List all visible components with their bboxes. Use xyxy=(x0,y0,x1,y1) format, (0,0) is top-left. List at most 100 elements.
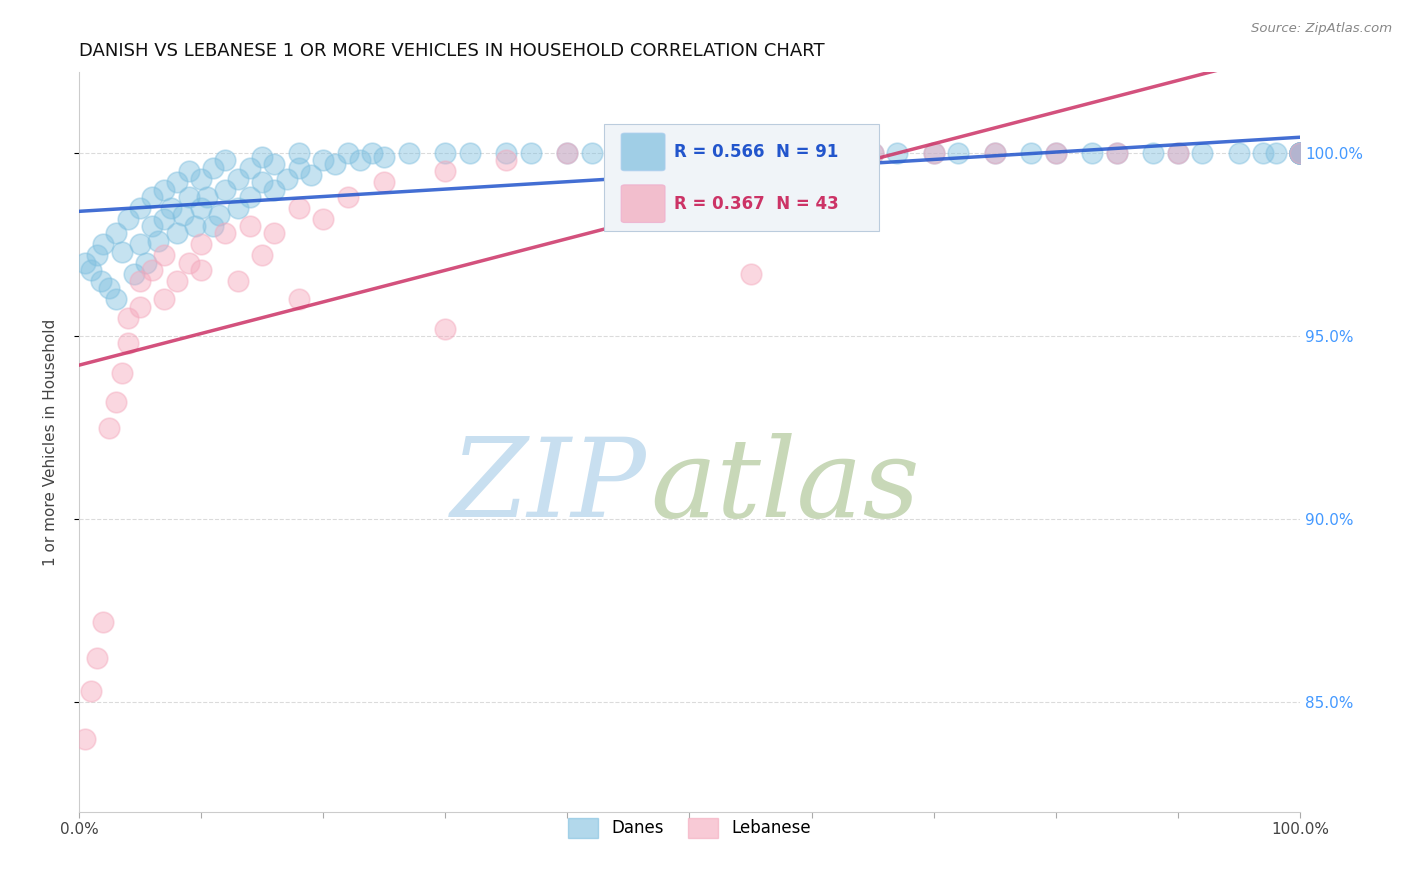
Point xyxy=(141,219,163,234)
Point xyxy=(678,145,700,160)
Point xyxy=(349,153,371,168)
Text: R = 0.367  N = 43: R = 0.367 N = 43 xyxy=(673,194,838,212)
Point xyxy=(1289,145,1312,160)
Point xyxy=(1289,145,1312,160)
Point xyxy=(398,145,420,160)
Point xyxy=(325,157,347,171)
Point xyxy=(214,153,236,168)
Point xyxy=(239,161,262,175)
Text: DANISH VS LEBANESE 1 OR MORE VEHICLES IN HOUSEHOLD CORRELATION CHART: DANISH VS LEBANESE 1 OR MORE VEHICLES IN… xyxy=(79,42,824,60)
FancyBboxPatch shape xyxy=(621,133,665,170)
Point xyxy=(80,684,103,698)
Point xyxy=(190,201,212,215)
Point xyxy=(104,293,127,307)
Point xyxy=(226,274,249,288)
Point xyxy=(159,201,181,215)
Point xyxy=(1289,145,1312,160)
Point xyxy=(208,208,231,222)
Point xyxy=(1289,145,1312,160)
Point xyxy=(495,153,517,168)
Point xyxy=(177,190,200,204)
FancyBboxPatch shape xyxy=(605,124,879,231)
Point xyxy=(239,190,262,204)
Text: atlas: atlas xyxy=(651,433,920,541)
Point xyxy=(135,256,157,270)
Point xyxy=(129,237,152,252)
Point xyxy=(214,183,236,197)
Point xyxy=(336,190,359,204)
Point xyxy=(184,219,207,234)
Point xyxy=(153,211,176,226)
Point xyxy=(195,190,218,204)
Point xyxy=(263,183,285,197)
Point xyxy=(202,219,225,234)
Point xyxy=(226,171,249,186)
Y-axis label: 1 or more Vehicles in Household: 1 or more Vehicles in Household xyxy=(44,318,58,566)
Point xyxy=(1045,145,1067,160)
Point xyxy=(1253,145,1275,160)
Point xyxy=(98,281,121,295)
Point xyxy=(287,201,309,215)
Point xyxy=(190,171,212,186)
Point xyxy=(776,145,799,160)
Point xyxy=(93,615,115,629)
Point xyxy=(287,145,309,160)
Point xyxy=(276,171,298,186)
Point xyxy=(581,145,603,160)
Point xyxy=(153,248,176,262)
Point xyxy=(519,145,541,160)
Point xyxy=(73,256,96,270)
Point xyxy=(177,164,200,178)
Point xyxy=(129,201,152,215)
Point xyxy=(250,150,273,164)
Point xyxy=(862,145,884,160)
Point xyxy=(129,274,152,288)
Point xyxy=(214,227,236,241)
Point xyxy=(111,366,134,380)
Point xyxy=(1167,145,1189,160)
Text: ZIP: ZIP xyxy=(451,433,647,541)
Point xyxy=(263,227,285,241)
Point xyxy=(800,145,823,160)
Point xyxy=(922,145,945,160)
Point xyxy=(458,145,481,160)
Point xyxy=(1289,145,1312,160)
Point xyxy=(86,248,108,262)
Point xyxy=(1105,145,1128,160)
Point xyxy=(862,145,884,160)
Point xyxy=(886,145,908,160)
Point xyxy=(825,145,848,160)
Point xyxy=(190,263,212,277)
Point xyxy=(1289,145,1312,160)
Point xyxy=(312,153,335,168)
Legend: Danes, Lebanese: Danes, Lebanese xyxy=(561,812,818,844)
Point xyxy=(166,227,188,241)
Point xyxy=(361,145,384,160)
Point xyxy=(740,267,762,281)
Point xyxy=(250,248,273,262)
Point xyxy=(434,321,457,335)
Point xyxy=(678,145,700,160)
Text: Source: ZipAtlas.com: Source: ZipAtlas.com xyxy=(1251,22,1392,36)
Point xyxy=(239,219,262,234)
Point xyxy=(373,150,395,164)
Point xyxy=(148,234,170,248)
Point xyxy=(153,293,176,307)
Point xyxy=(117,310,139,325)
Point xyxy=(153,183,176,197)
Point xyxy=(86,651,108,665)
Point xyxy=(299,168,322,182)
Point xyxy=(1289,145,1312,160)
Point xyxy=(434,164,457,178)
Point xyxy=(93,237,115,252)
Point xyxy=(141,190,163,204)
Point xyxy=(1045,145,1067,160)
Point xyxy=(922,145,945,160)
Point xyxy=(141,263,163,277)
Point xyxy=(557,145,579,160)
Point xyxy=(190,237,212,252)
Point xyxy=(250,175,273,189)
FancyBboxPatch shape xyxy=(621,185,665,222)
Point xyxy=(1167,145,1189,160)
Point xyxy=(1142,145,1164,160)
